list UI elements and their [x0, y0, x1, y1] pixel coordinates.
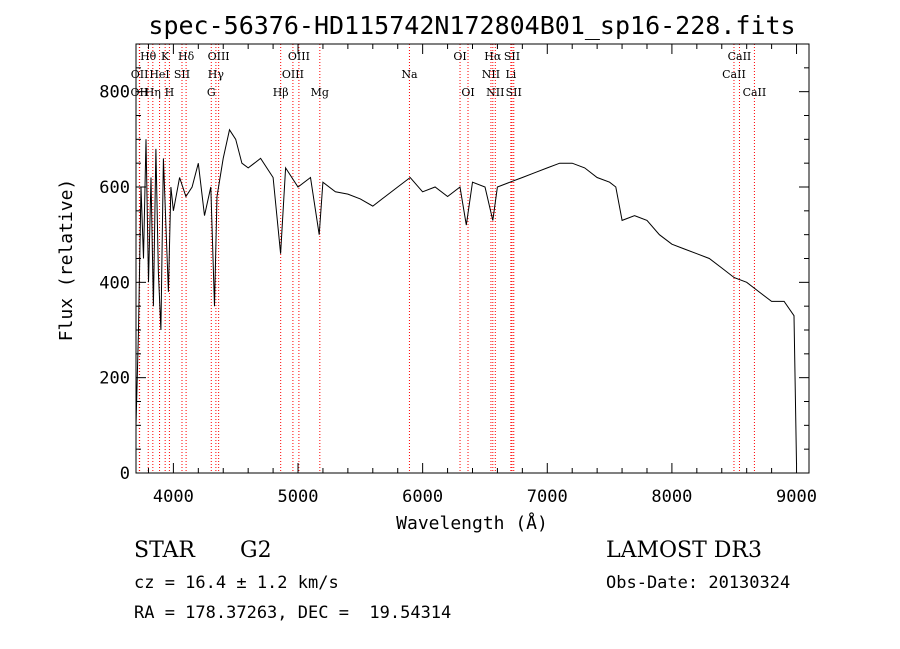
- line-label: OII: [131, 86, 149, 99]
- line-label: CaII: [743, 86, 767, 99]
- y-tick-label: 200: [99, 369, 130, 389]
- line-label: OI: [461, 86, 474, 99]
- line-label: CaII: [728, 50, 752, 63]
- line-label: OI: [453, 50, 466, 63]
- line-label: OIII: [208, 50, 230, 63]
- x-tick-label: 6000: [402, 487, 443, 507]
- line-label: Hη: [145, 86, 161, 99]
- line-label: Hβ: [273, 86, 289, 99]
- obs-date: Obs-Date: 20130324: [606, 573, 791, 593]
- line-label: G: [207, 86, 216, 99]
- y-axis-label: Flux (relative): [56, 179, 77, 342]
- survey-name: LAMOST DR3: [606, 538, 762, 563]
- line-label: SII: [504, 50, 520, 63]
- line-label: NII: [486, 86, 504, 99]
- y-tick-label: 400: [99, 273, 130, 293]
- x-tick-label: 7000: [527, 487, 568, 507]
- line-label: K: [161, 50, 170, 63]
- flux-series-line: [135, 128, 797, 464]
- line-label: SII: [174, 68, 190, 81]
- line-label: SII: [506, 86, 522, 99]
- emission-line-labels: OII OII Hθ Hη HeI K H SII Hδ G Hγ OIII Hβ OIII OIII Mg N…: [131, 50, 767, 99]
- x-tick-label: 4000: [153, 487, 194, 507]
- line-label: Hθ: [140, 50, 157, 63]
- line-label: H: [165, 86, 175, 99]
- y-tick-label: 0: [120, 464, 130, 484]
- line-label: Hδ: [178, 50, 195, 63]
- x-tick-label: 8000: [651, 487, 692, 507]
- line-label: Mg: [311, 86, 329, 99]
- line-label: Na: [401, 68, 418, 81]
- emission-line-markers: [138, 44, 755, 473]
- line-label: HeI: [149, 68, 169, 81]
- line-label: OII: [131, 68, 149, 81]
- line-label: NII: [482, 68, 500, 81]
- x-axis-ticks: 4000 5000 6000 7000 8000 9000: [147, 44, 817, 507]
- line-label: Hα: [484, 50, 502, 63]
- object-subclass: G2: [240, 538, 272, 563]
- y-tick-label: 600: [99, 178, 130, 198]
- x-axis-label: Wavelength (Å): [396, 512, 548, 534]
- coordinates-text: RA = 178.37263, DEC = 19.54314: [134, 603, 452, 623]
- chart-title: spec-56376-HD115742N172804B01_sp16-228.f…: [148, 11, 795, 40]
- object-class: STAR: [134, 538, 195, 563]
- line-label: CaII: [722, 68, 746, 81]
- line-label: OIII: [282, 68, 304, 81]
- x-tick-label: 5000: [278, 487, 319, 507]
- line-label: Hγ: [208, 68, 225, 81]
- x-tick-label: 9000: [776, 487, 817, 507]
- line-label: OIII: [288, 50, 310, 63]
- y-axis-ticks: 0 200 400 600 800: [99, 67, 809, 484]
- y-tick-label: 800: [99, 83, 130, 103]
- line-label: Li: [505, 68, 516, 81]
- redshift-text: cz = 16.4 ± 1.2 km/s: [134, 573, 339, 593]
